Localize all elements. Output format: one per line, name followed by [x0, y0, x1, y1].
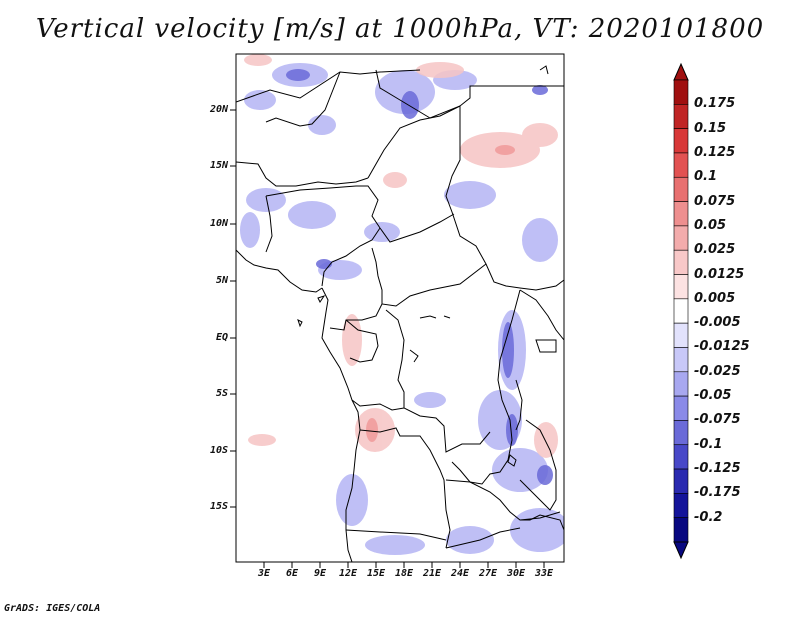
colorbar-swatch: [673, 493, 689, 518]
lat-label: 10N: [209, 218, 228, 229]
lat-label: 5N: [215, 275, 228, 286]
grads-credit: GrADS: IGES/COLA: [4, 603, 101, 614]
lon-label: 27E: [478, 568, 498, 579]
colorbar-swatch: [673, 274, 689, 300]
colorbar-swatch: [673, 444, 689, 470]
colorbar-arrow-top: [673, 62, 689, 81]
colorbar: [673, 62, 689, 560]
colorbar-swatch: [673, 152, 689, 178]
colorbar-label: -0.075: [694, 412, 741, 428]
lon-label: 3E: [257, 568, 271, 579]
colorbar-label: -0.125: [694, 461, 741, 477]
lon-label: 33E: [534, 568, 554, 579]
lon-label: 9E: [313, 568, 327, 579]
colorbar-label: -0.1: [694, 436, 723, 452]
colorbar-label: -0.0125: [694, 339, 750, 355]
colorbar-label: 0.005: [694, 290, 736, 306]
chart-title: Vertical velocity [m/s] at 1000hPa, VT: …: [35, 14, 765, 44]
lat-label: 5S: [215, 388, 228, 399]
colorbar-label: 0.175: [694, 96, 736, 112]
colorbar-swatch: [673, 128, 689, 154]
colorbar-swatch: [673, 322, 689, 348]
lon-label: 12E: [338, 568, 358, 579]
lat-label: 10S: [209, 445, 228, 456]
lat-label: EQ: [215, 332, 228, 343]
colorbar-label: 0.075: [694, 193, 736, 209]
colorbar-swatch: [673, 347, 689, 373]
lat-label: 15N: [209, 160, 228, 171]
colorbar-label: -0.025: [694, 363, 741, 379]
colorbar-label: 0.15: [694, 120, 727, 136]
colorbar-swatch: [673, 176, 689, 202]
colorbar-label: 0.025: [694, 242, 736, 258]
velocity-field: [240, 54, 564, 555]
colorbar-swatch: [673, 420, 689, 446]
lon-label: 15E: [366, 568, 386, 579]
axis-ticks: [230, 109, 545, 568]
lon-label: 30E: [506, 568, 526, 579]
colorbar-swatch: [673, 517, 689, 543]
lat-label: 15S: [209, 501, 228, 512]
colorbar-swatch: [673, 298, 689, 324]
colorbar-swatch: [673, 201, 689, 227]
lon-label: 21E: [422, 568, 442, 579]
colorbar-swatch: [673, 249, 689, 275]
colorbar-label: -0.175: [694, 485, 741, 501]
colorbar-swatch: [673, 225, 689, 251]
boundaries: [236, 65, 564, 562]
lat-label: 20N: [209, 104, 228, 115]
colorbar-label: 0.0125: [694, 266, 745, 282]
colorbar-swatch: [673, 468, 689, 494]
lon-label: 24E: [450, 568, 470, 579]
lon-label: 6E: [285, 568, 299, 579]
colorbar-swatch: [673, 104, 689, 129]
colorbar-label: -0.05: [694, 388, 732, 404]
colorbar-label: 0.1: [694, 169, 718, 185]
colorbar-label: 0.125: [694, 144, 736, 160]
colorbar-swatch: [673, 371, 689, 397]
colorbar-label: 0.05: [694, 217, 727, 233]
colorbar-label: -0.2: [694, 509, 723, 525]
lon-label: 18E: [394, 568, 414, 579]
colorbar-arrow-bottom: [673, 541, 689, 560]
colorbar-swatch: [673, 79, 689, 105]
colorbar-label: -0.005: [694, 315, 741, 331]
colorbar-swatch: [673, 395, 689, 421]
